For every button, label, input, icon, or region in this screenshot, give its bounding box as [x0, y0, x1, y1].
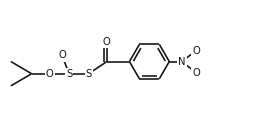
- Text: S: S: [85, 69, 91, 79]
- Text: N: N: [178, 57, 185, 67]
- Text: S: S: [66, 69, 72, 79]
- Text: O: O: [46, 69, 53, 79]
- Text: O: O: [191, 46, 199, 56]
- Text: O: O: [58, 51, 66, 61]
- Text: O: O: [103, 37, 110, 47]
- Text: O: O: [191, 67, 199, 77]
